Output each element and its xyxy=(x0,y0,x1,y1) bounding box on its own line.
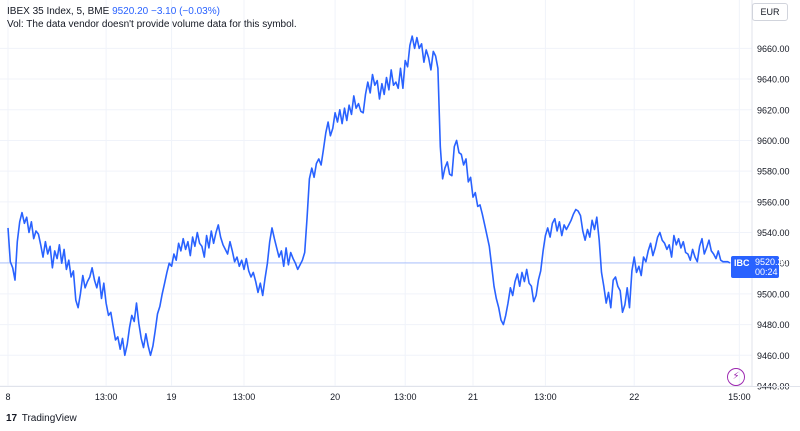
y-tick-label: 9560.00 xyxy=(757,197,790,207)
price-line xyxy=(7,35,731,357)
volume-note: Vol: The data vendor doesn't provide vol… xyxy=(7,19,297,30)
chart-grid xyxy=(0,0,752,387)
y-tick-label: 9480.00 xyxy=(757,320,790,330)
y-tick-label: 9540.00 xyxy=(757,228,790,238)
price-tag-price: 9520.20 xyxy=(755,256,788,267)
y-tick-label: 9620.00 xyxy=(757,105,790,115)
price-tag-countdown: 00:24 xyxy=(755,266,778,277)
lightning-icon[interactable]: ⚡ xyxy=(727,368,745,386)
x-tick-label: 8 xyxy=(5,392,10,402)
currency-button[interactable]: EUR xyxy=(752,3,788,21)
x-tick-label: 13:00 xyxy=(95,392,118,402)
x-tick-label: 21 xyxy=(468,392,478,402)
x-tick-label: 22 xyxy=(629,392,639,402)
y-tick-label: 9580.00 xyxy=(757,167,790,177)
price-tag-symbol: IBC xyxy=(734,257,750,268)
y-tick-label: 9460.00 xyxy=(757,351,790,361)
last-price-value: 9520.20 xyxy=(112,6,149,17)
legend-series-row: IBEX 35 Index, 5, BME 9520.20 −3.10 (−0.… xyxy=(7,5,297,18)
x-tick-label: 15:00 xyxy=(728,392,751,402)
price-series xyxy=(0,35,752,357)
x-tick-label: 13:00 xyxy=(233,392,256,402)
y-tick-label: 9600.00 xyxy=(757,136,790,146)
y-tick-label: 9660.00 xyxy=(757,44,790,54)
logo-mark: 17 xyxy=(6,413,18,424)
chart-canvas[interactable]: 9440.009460.009480.009500.009520.009540.… xyxy=(0,0,800,402)
tradingview-logo[interactable]: 17 TradingView xyxy=(6,413,77,424)
x-tick-label: 20 xyxy=(330,392,340,402)
price-change: −3.10 (−0.03%) xyxy=(151,6,220,17)
chart-axes: 9440.009460.009480.009500.009520.009540.… xyxy=(0,0,800,402)
last-price-tag: IBC 9520.20 00:24 xyxy=(731,255,788,278)
logo-text: TradingView xyxy=(21,413,77,424)
x-tick-label: 13:00 xyxy=(534,392,557,402)
symbol-name[interactable]: IBEX 35 Index, 5, BME xyxy=(7,6,110,17)
chart-legend: IBEX 35 Index, 5, BME 9520.20 −3.10 (−0.… xyxy=(7,5,297,31)
y-tick-label: 9500.00 xyxy=(757,289,790,299)
y-tick-label: 9640.00 xyxy=(757,75,790,85)
x-tick-label: 19 xyxy=(167,392,177,402)
x-tick-label: 13:00 xyxy=(394,392,417,402)
